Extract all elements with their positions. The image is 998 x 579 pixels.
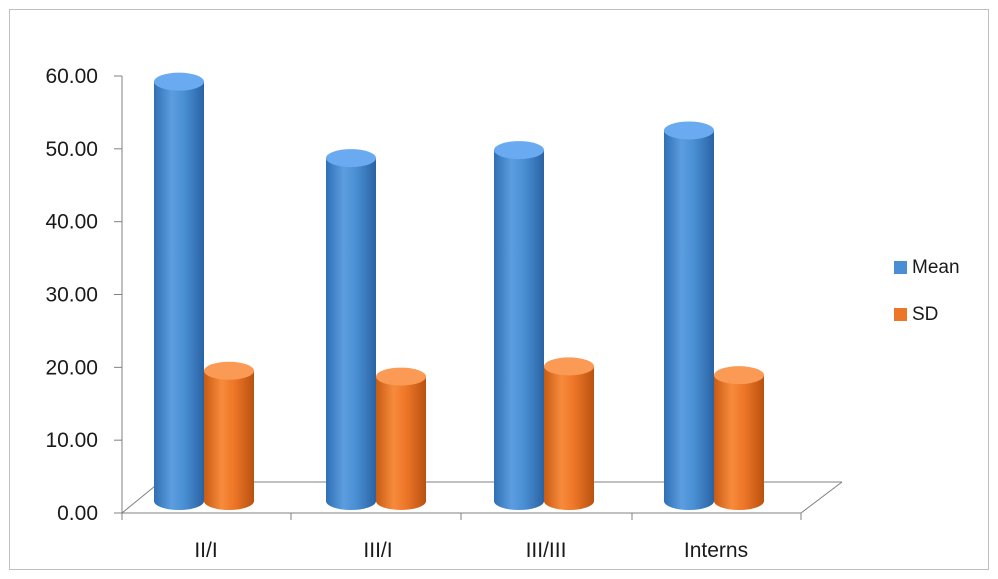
legend-label: Mean — [912, 257, 960, 278]
bar-cap — [204, 361, 254, 380]
bar-body — [326, 158, 376, 510]
bar-mean-3 — [664, 121, 714, 510]
x-category-label: III/III — [526, 539, 567, 562]
bar-series — [154, 72, 764, 511]
bar-cap — [714, 366, 764, 385]
bar-body — [714, 375, 764, 510]
bar-body — [204, 370, 254, 510]
bar-sd-2 — [544, 357, 594, 510]
bar-body — [664, 130, 714, 510]
bar-body — [494, 150, 544, 511]
y-tick-label: 50.00 — [45, 138, 98, 161]
bar-cap — [376, 367, 426, 386]
legend-swatch-sd — [894, 308, 907, 321]
bar-cap — [544, 357, 594, 376]
x-category-label: II/I — [194, 539, 217, 562]
bar-mean-2 — [494, 141, 544, 511]
bar-sd-0 — [204, 361, 254, 510]
bar-cap — [154, 72, 204, 91]
y-tick-label: 40.00 — [45, 211, 98, 234]
y-tick-label: 10.00 — [45, 429, 98, 452]
floor-right-edge — [800, 481, 843, 514]
bar-mean-1 — [326, 149, 376, 510]
bar-body — [544, 366, 594, 510]
x-category-label: Interns — [684, 539, 748, 562]
x-axis-categories: II/I III/I III/III Interns — [121, 513, 802, 562]
y-tick-label: 0.00 — [57, 502, 98, 525]
bar-sd-1 — [376, 367, 426, 510]
bar-cap — [326, 149, 376, 168]
bar-body — [154, 81, 204, 511]
y-tick-label: 20.00 — [45, 356, 98, 379]
y-axis-ticks: 0.00 10.00 20.00 30.00 40.00 50.00 60.00 — [45, 65, 122, 525]
legend-swatch-mean — [894, 261, 907, 274]
y-tick-label: 30.00 — [45, 284, 98, 307]
y-tick-label: 60.00 — [45, 65, 98, 88]
legend: Mean SD — [894, 257, 960, 325]
floor-left-edge — [121, 481, 161, 514]
bar-cap — [494, 141, 544, 160]
bar-sd-3 — [714, 366, 764, 510]
bar-mean-0 — [154, 72, 204, 511]
bar-body — [376, 376, 426, 510]
x-category-label: III/I — [363, 539, 392, 562]
bar-cap — [664, 121, 714, 140]
legend-label: SD — [912, 304, 938, 325]
